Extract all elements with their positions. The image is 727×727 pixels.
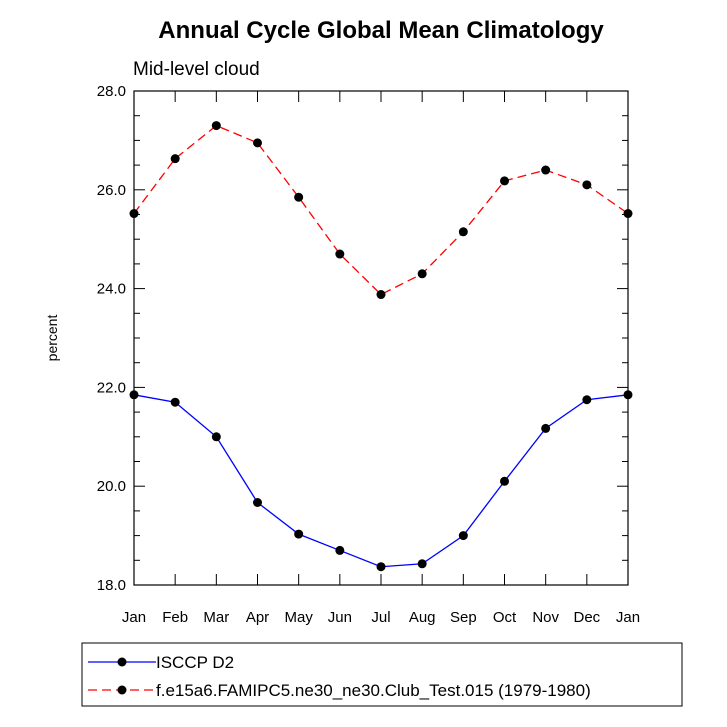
series-2-point bbox=[458, 227, 468, 237]
series-2-point bbox=[541, 165, 551, 175]
series-2-point bbox=[500, 176, 509, 186]
series-line-1 bbox=[133, 394, 629, 568]
y-tick-label: 24.0 bbox=[97, 281, 126, 298]
x-tick-label: Jan bbox=[122, 609, 146, 626]
series-1-point bbox=[417, 559, 427, 569]
x-tick-label: Aug bbox=[409, 609, 436, 626]
series-2-point bbox=[170, 154, 180, 164]
series-2-point bbox=[253, 138, 262, 148]
x-tick-label: Oct bbox=[493, 609, 517, 626]
y-tick-label: 26.0 bbox=[97, 182, 126, 199]
series-1-point bbox=[253, 498, 262, 508]
x-tick-label: Sep bbox=[450, 609, 477, 626]
x-tick-label: Nov bbox=[532, 609, 559, 626]
legend-label-2: f.e15a6.FAMIPC5.ne30_ne30.Club_Test.015 … bbox=[156, 681, 591, 700]
x-tick-label: Feb bbox=[162, 609, 188, 626]
y-tick-label: 22.0 bbox=[97, 379, 126, 396]
x-tick-label: Jun bbox=[328, 609, 352, 626]
y-axis-label: percent bbox=[44, 315, 60, 362]
x-tick-label: Jul bbox=[371, 609, 390, 626]
series-1-point bbox=[211, 432, 221, 442]
series-2-point bbox=[376, 290, 386, 300]
x-tick-label: May bbox=[284, 609, 313, 626]
ticks-layer: 18.0 20.0 22.0 24.0 26.0 28.0 Jan Feb Mar Apr May J… bbox=[97, 83, 640, 626]
series-layer bbox=[129, 121, 633, 572]
y-tick-label: 20.0 bbox=[97, 478, 126, 495]
series-1-point bbox=[129, 390, 139, 400]
series-2-point bbox=[417, 269, 427, 279]
series-1-point bbox=[335, 545, 345, 555]
legend-marker-1 bbox=[117, 657, 127, 667]
series-2-point bbox=[294, 192, 304, 202]
series-1-point bbox=[623, 390, 633, 400]
chart-title: Annual Cycle Global Mean Climatology bbox=[158, 17, 604, 44]
legend-marker-2 bbox=[117, 685, 127, 695]
series-1-point bbox=[376, 562, 386, 572]
plot-frame bbox=[133, 90, 629, 586]
legend-label-1: ISCCP D2 bbox=[156, 653, 234, 672]
series-1-point bbox=[170, 397, 180, 407]
x-tick-label: Jan bbox=[616, 609, 640, 626]
legend-box bbox=[81, 642, 683, 707]
series-1-point bbox=[500, 476, 509, 486]
series-2-point bbox=[211, 121, 221, 131]
x-tick-label: Mar bbox=[203, 609, 229, 626]
x-tick-label: Apr bbox=[246, 609, 269, 626]
series-2-point bbox=[335, 249, 345, 259]
series-line-2 bbox=[133, 124, 629, 296]
series-1-point bbox=[541, 423, 551, 433]
y-tick-label: 18.0 bbox=[97, 577, 126, 594]
series-1-point bbox=[294, 529, 304, 539]
series-2-point bbox=[623, 209, 633, 219]
series-1-point bbox=[582, 395, 592, 405]
series-2-point bbox=[129, 209, 139, 219]
y-tick-label: 28.0 bbox=[97, 83, 126, 100]
x-tick-label: Dec bbox=[573, 609, 600, 626]
series-2-point bbox=[582, 180, 592, 190]
series-1-point bbox=[458, 531, 468, 541]
chart-subtitle: Mid-level cloud bbox=[133, 59, 260, 80]
legend: ISCCP D2 f.e15a6.FAMIPC5.ne30_ne30.Club_T… bbox=[88, 653, 591, 700]
